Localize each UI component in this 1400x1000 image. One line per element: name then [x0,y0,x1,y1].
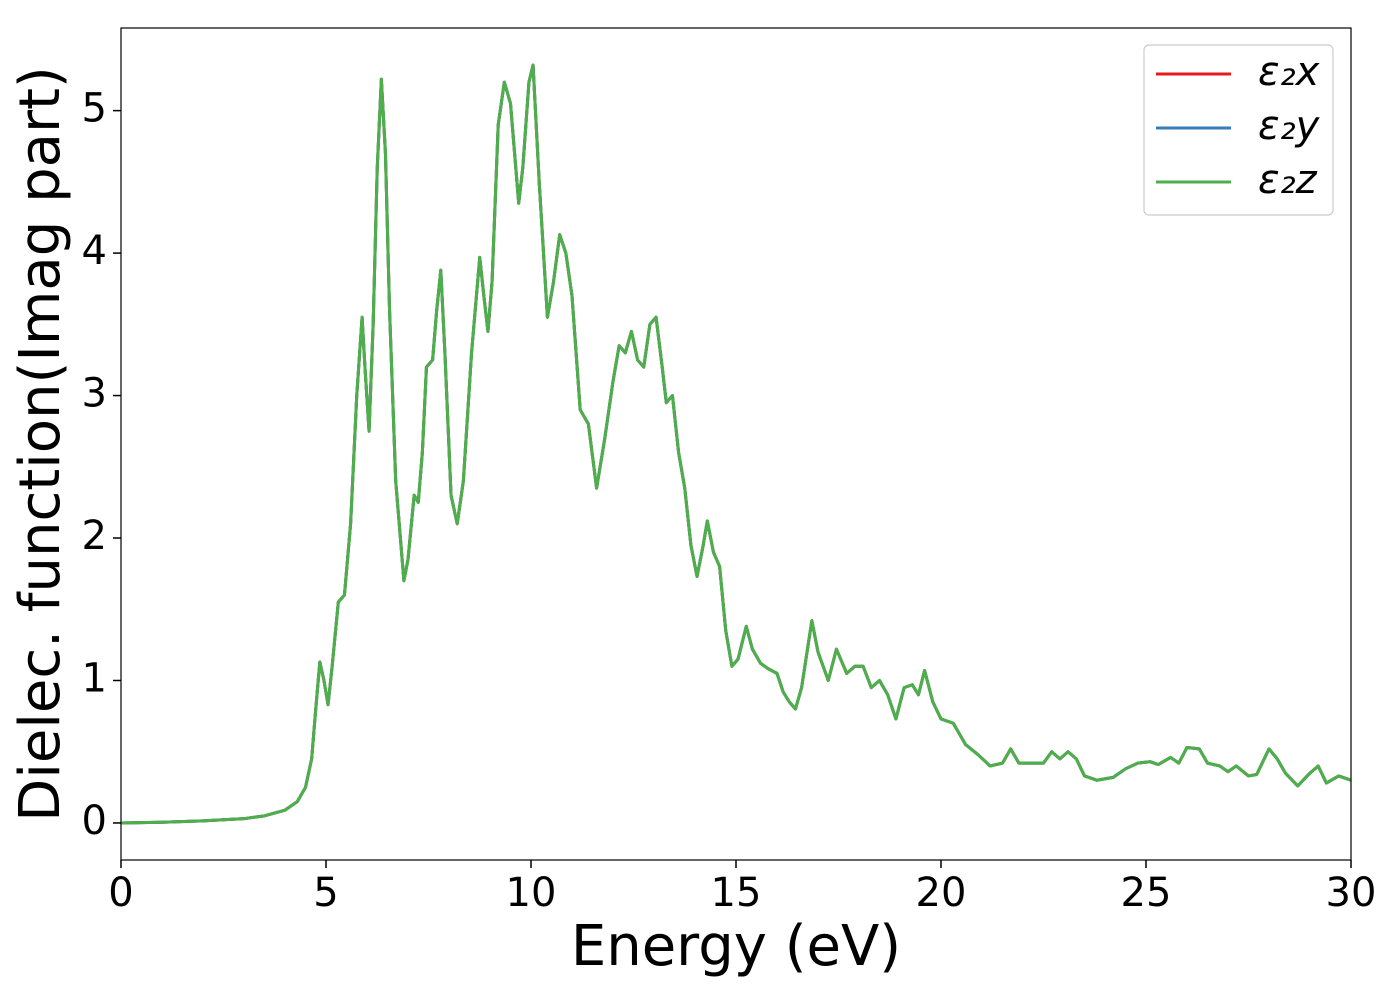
y-tick-label: 3 [82,371,107,417]
plot-frame [120,27,1352,861]
legend-box [1143,44,1334,216]
x-tick-label: 25 [1121,870,1172,916]
legend-label: ε₂x [1258,49,1320,95]
x-tick-label: 20 [916,870,967,916]
x-tick-label: 5 [313,870,338,916]
legend-label: ε₂y [1258,103,1321,149]
x-tick-label: 15 [711,870,762,916]
y-tick-label: 0 [82,798,107,844]
x-axis-label: Energy (eV) [571,914,901,979]
y-axis-label: Dielec. function(Imag part) [8,66,73,822]
y-tick-label: 1 [82,655,107,701]
y-tick-label: 2 [82,513,107,559]
y-tick-label: 4 [82,228,107,274]
x-tick-label: 10 [506,870,557,916]
x-tick-label: 30 [1326,870,1377,916]
series-line [121,63,1351,825]
legend-label: ε₂z [1258,157,1318,203]
x-tick-label: 0 [108,870,133,916]
y-tick-label: 5 [82,86,107,132]
